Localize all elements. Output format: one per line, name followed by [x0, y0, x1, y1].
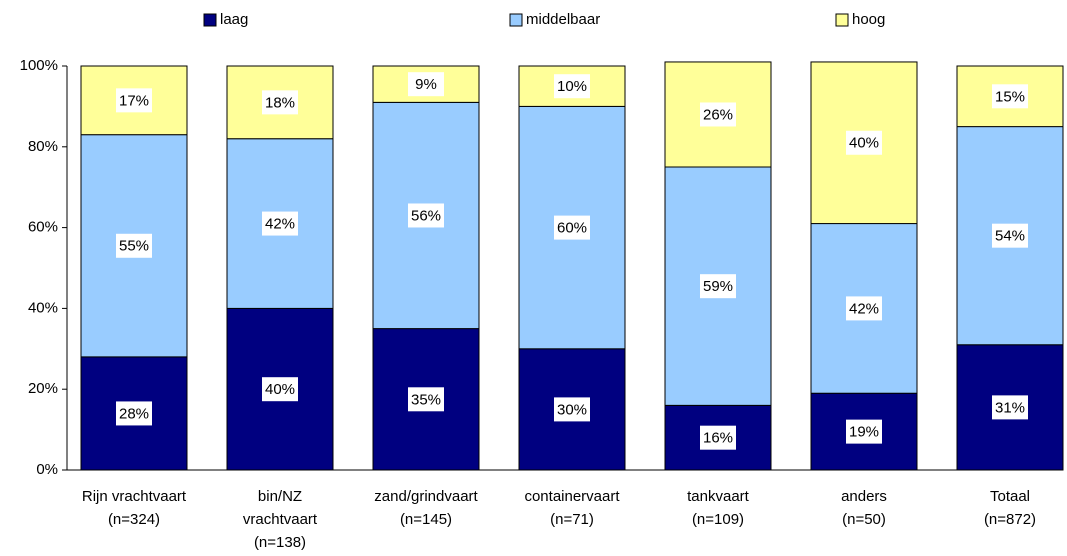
- value-label-box: [408, 72, 444, 97]
- value-label: 18%: [265, 94, 295, 111]
- value-label-box: [700, 274, 736, 299]
- legend-swatch: [835, 13, 849, 27]
- y-tick-label: 20%: [28, 380, 58, 397]
- value-label: 56%: [411, 207, 441, 224]
- legend-swatch: [509, 13, 523, 27]
- value-label-box: [262, 90, 298, 115]
- value-label: 9%: [415, 76, 437, 93]
- y-tick-label: 80%: [28, 138, 58, 155]
- value-label: 35%: [411, 391, 441, 408]
- x-tick-label: (n=324): [108, 511, 160, 528]
- value-label: 42%: [849, 300, 879, 317]
- value-label: 17%: [119, 92, 149, 109]
- value-label: 19%: [849, 424, 879, 441]
- value-label-box: [262, 377, 298, 402]
- value-label: 31%: [995, 399, 1025, 416]
- y-tick-label: 60%: [28, 219, 58, 236]
- x-tick-label: (n=872): [984, 511, 1036, 528]
- x-tick-label: containervaart: [524, 488, 620, 505]
- x-tick-label: anders: [841, 488, 887, 505]
- value-label-box: [116, 401, 152, 426]
- value-label-box: [992, 84, 1028, 109]
- value-label: 40%: [265, 381, 295, 398]
- value-label-box: [846, 130, 882, 155]
- value-label-box: [846, 296, 882, 321]
- x-tick-label: (n=109): [692, 511, 744, 528]
- x-tick-label: zand/grindvaart: [374, 488, 478, 505]
- value-label-box: [992, 395, 1028, 420]
- value-label: 59%: [703, 278, 733, 295]
- value-label-box: [846, 419, 882, 444]
- bar-segment: [372, 65, 480, 103]
- x-tick-label: tankvaart: [687, 488, 750, 505]
- legend-swatch: [203, 13, 217, 27]
- x-tick-label: (n=138): [254, 534, 306, 551]
- value-label-box: [116, 233, 152, 258]
- x-tick-label: bin/NZ: [258, 488, 302, 505]
- value-label-box: [262, 211, 298, 236]
- value-label: 60%: [557, 220, 587, 237]
- value-label: 28%: [119, 405, 149, 422]
- value-label-box: [408, 203, 444, 228]
- value-label: 54%: [995, 228, 1025, 245]
- legend-label: middelbaar: [526, 11, 600, 28]
- value-label: 16%: [703, 430, 733, 447]
- y-tick-label: 0%: [36, 461, 58, 478]
- value-label: 42%: [265, 216, 295, 233]
- y-tick-label: 100%: [20, 57, 58, 74]
- legend-label: laag: [220, 11, 248, 28]
- value-label-box: [700, 102, 736, 127]
- value-label-box: [408, 387, 444, 412]
- x-tick-label: (n=145): [400, 511, 452, 528]
- value-label: 40%: [849, 135, 879, 152]
- value-label-box: [700, 425, 736, 450]
- value-label-box: [116, 88, 152, 113]
- value-label-box: [554, 74, 590, 99]
- value-label: 10%: [557, 78, 587, 95]
- value-label: 26%: [703, 106, 733, 123]
- x-tick-label: (n=71): [550, 511, 594, 528]
- x-tick-label: (n=50): [842, 511, 886, 528]
- value-label-box: [554, 215, 590, 240]
- value-label-box: [554, 397, 590, 422]
- value-label: 30%: [557, 401, 587, 418]
- value-label: 15%: [995, 88, 1025, 105]
- x-tick-label: Totaal: [990, 488, 1030, 505]
- x-tick-label: Rijn vrachtvaart: [82, 488, 187, 505]
- y-tick-label: 40%: [28, 299, 58, 316]
- legend-label: hoog: [852, 11, 885, 28]
- value-label: 55%: [119, 238, 149, 255]
- value-label-box: [992, 223, 1028, 248]
- x-tick-label: vrachtvaart: [243, 511, 318, 528]
